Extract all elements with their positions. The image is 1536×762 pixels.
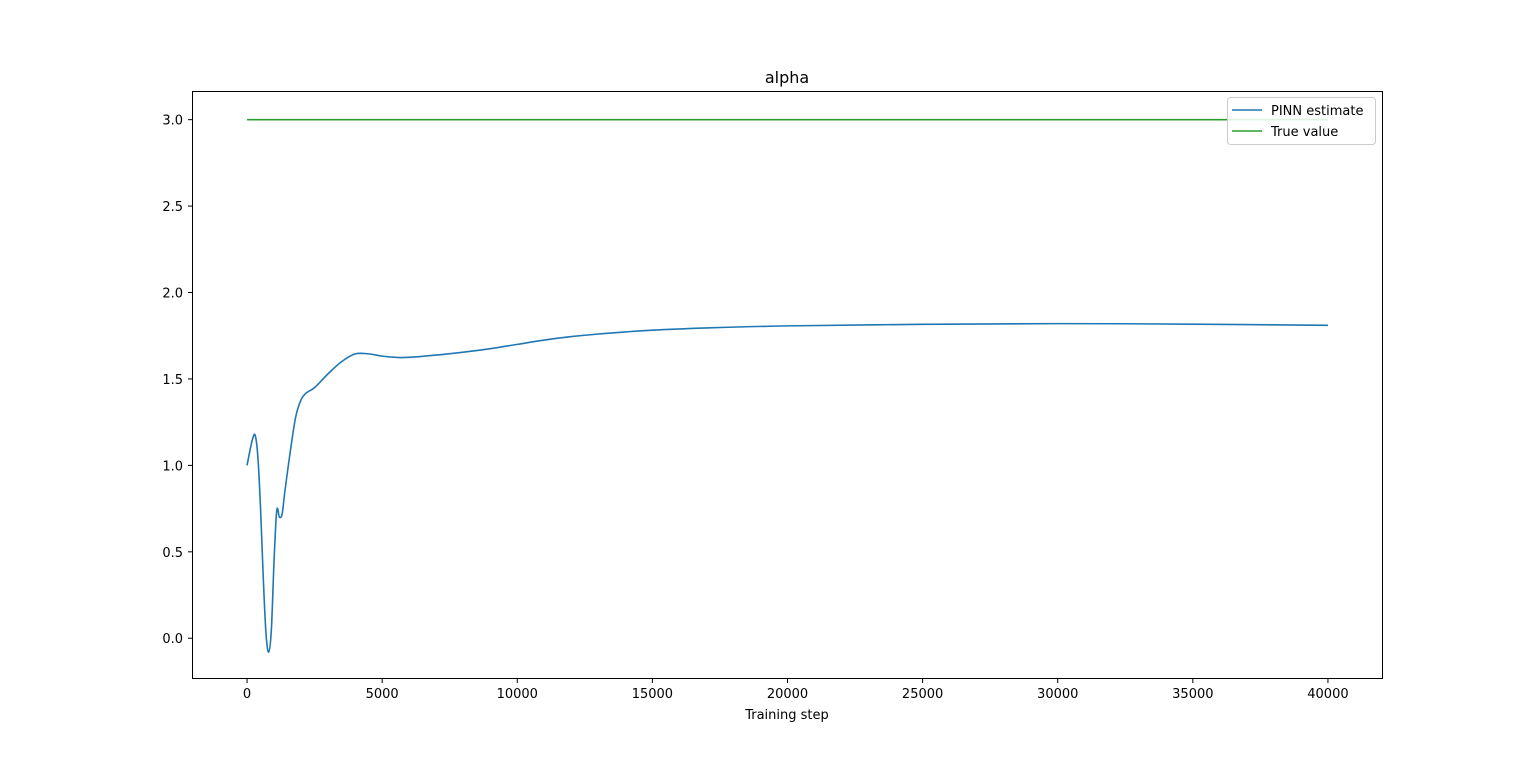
y-axis: 0.0 0.5 1.0 1.5 2.0 2.5 3.0 bbox=[162, 114, 193, 647]
legend-box bbox=[1227, 97, 1376, 145]
legend: PINN estimate True value bbox=[1227, 97, 1376, 145]
x-tick-label: 0 bbox=[243, 687, 251, 702]
x-tick-label: 15000 bbox=[632, 687, 673, 702]
x-tick-label: 35000 bbox=[1172, 687, 1213, 702]
y-tick-label: 3.0 bbox=[162, 114, 183, 129]
y-tick-label: 1.0 bbox=[162, 459, 183, 474]
x-tick-label: 10000 bbox=[497, 687, 538, 702]
chart-title: alpha bbox=[765, 68, 809, 87]
y-tick-label: 0.5 bbox=[162, 546, 183, 561]
legend-label-pinn: PINN estimate bbox=[1271, 104, 1363, 119]
plot-area bbox=[192, 91, 1383, 679]
y-tick-label: 2.5 bbox=[162, 200, 183, 215]
x-tick-label: 40000 bbox=[1307, 687, 1348, 702]
x-axis: 0 5000 10000 15000 20000 25000 30000 35000 40000 bbox=[243, 678, 1349, 702]
x-tick-label: 30000 bbox=[1037, 687, 1078, 702]
y-tick-label: 1.5 bbox=[162, 373, 183, 388]
series-line-pinn-estimate bbox=[246, 322, 1328, 653]
y-tick-label: 2.0 bbox=[162, 287, 183, 302]
y-tick-label: 0.0 bbox=[162, 632, 183, 647]
x-tick-label: 5000 bbox=[366, 687, 399, 702]
x-tick-label: 20000 bbox=[767, 687, 808, 702]
legend-label-true: True value bbox=[1270, 125, 1338, 140]
x-axis-label: Training step bbox=[744, 708, 829, 723]
series-layer bbox=[246, 118, 1328, 653]
x-tick-label: 25000 bbox=[902, 687, 943, 702]
